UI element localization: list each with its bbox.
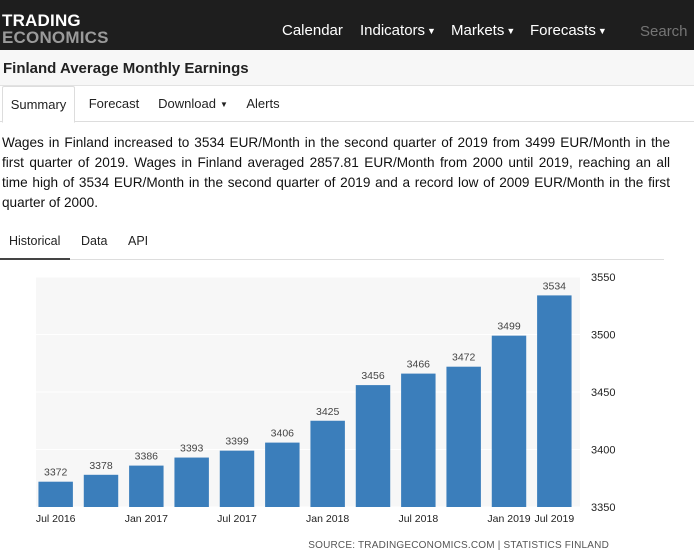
tab-alerts-label: Alerts: [246, 96, 280, 111]
y-tick-label: 3350: [591, 502, 615, 514]
earnings-chart: 3350 3400 3450 3500 3550 3372 3378 3386 3393 3399…: [0, 262, 694, 559]
data-label: 3393: [180, 443, 204, 455]
bar: [310, 420, 345, 507]
bar: [129, 465, 164, 507]
data-label: 3406: [271, 428, 295, 440]
summary-paragraph: Wages in Finland increased to 3534 EUR/M…: [2, 135, 670, 210]
x-tick-label: Jul 2018: [398, 513, 438, 525]
bar: [355, 385, 391, 507]
y-tick-label: 3450: [591, 387, 615, 399]
bar: [265, 442, 300, 507]
tab-summary[interactable]: Summary: [2, 86, 75, 123]
bar: [491, 335, 527, 507]
x-tick-label: Jul 2019: [534, 513, 574, 525]
bar: [219, 450, 255, 507]
logo-line-1: TRADING: [2, 11, 81, 30]
bar: [38, 481, 73, 507]
nav-markets[interactable]: Markets ▼: [451, 22, 515, 39]
subtab-data[interactable]: Data: [81, 234, 107, 248]
tab-forecast-label: Forecast: [88, 96, 140, 111]
caret-down-icon: ▼: [427, 26, 436, 36]
x-tick-label: Jan 2019: [487, 513, 530, 525]
tab-forecast[interactable]: Forecast: [82, 86, 146, 122]
chart-subtabs: Historical Data API: [0, 228, 664, 260]
nav-indicators[interactable]: Indicators ▼: [360, 22, 436, 39]
nav-indicators-label: Indicators: [360, 22, 426, 39]
main-tabs: Summary Forecast Download ▼ Alerts: [0, 86, 694, 123]
nav-calendar[interactable]: Calendar: [282, 22, 343, 39]
x-tick-label: Jan 2018: [306, 513, 349, 525]
tab-alerts[interactable]: Alerts: [240, 86, 286, 122]
subtab-api-label: API: [128, 234, 149, 248]
logo-line-2: ECONOMICS: [2, 28, 109, 47]
nav-forecasts-label: Forecasts: [530, 22, 596, 39]
data-label: 3399: [225, 436, 249, 448]
x-tick-label: Jan 2017: [125, 513, 168, 525]
data-label: 3386: [135, 451, 159, 463]
data-label: 3499: [497, 321, 521, 333]
caret-down-icon: ▼: [219, 100, 228, 109]
search-input[interactable]: [640, 18, 694, 44]
bar: [446, 366, 481, 507]
x-tick-label: Jul 2017: [217, 513, 257, 525]
bar: [83, 474, 119, 507]
tab-summary-label: Summary: [10, 97, 67, 112]
nav-markets-label: Markets: [451, 22, 505, 39]
bar: [537, 295, 572, 507]
y-tick-label: 3500: [591, 330, 615, 342]
data-label: 3378: [89, 460, 113, 472]
subtab-data-label: Data: [81, 234, 108, 248]
page-title: Finland Average Monthly Earnings: [3, 60, 249, 77]
earnings-bar-chart: 3350 3400 3450 3500 3550 3372 3378 3386 3393 3399…: [36, 272, 616, 525]
y-tick-label: 3400: [591, 445, 615, 457]
caret-down-icon: ▼: [597, 26, 607, 36]
nav-forecasts[interactable]: Forecasts ▼: [530, 22, 607, 39]
y-tick-label: 3550: [591, 272, 615, 284]
x-tick-label: Jul 2016: [36, 513, 76, 525]
title-bar: Finland Average Monthly Earnings: [0, 50, 694, 86]
chart-source: SOURCE: TRADINGECONOMICS.COM | STATISTIC…: [308, 540, 609, 551]
nav-calendar-label: Calendar: [282, 22, 343, 39]
subtab-api[interactable]: API: [128, 234, 148, 248]
top-navbar: TRADING ECONOMICS Calendar Indicators ▼ M…: [0, 0, 694, 50]
data-label: 3472: [452, 352, 476, 364]
tab-download-label: Download: [158, 96, 216, 111]
data-label: 3534: [543, 280, 567, 292]
data-label: 3425: [316, 406, 340, 418]
data-label: 3372: [44, 467, 68, 479]
data-label: 3456: [361, 370, 385, 382]
trading-economics-logo[interactable]: TRADING ECONOMICS: [2, 12, 109, 46]
caret-down-icon: ▼: [506, 26, 516, 36]
tab-download[interactable]: Download ▼: [153, 86, 233, 122]
bar: [401, 373, 436, 507]
active-subtab-indicator: [0, 258, 70, 260]
data-label: 3466: [407, 359, 431, 371]
subtab-historical-label: Historical: [9, 234, 61, 248]
subtab-historical[interactable]: Historical: [9, 234, 60, 248]
bar: [174, 457, 209, 507]
